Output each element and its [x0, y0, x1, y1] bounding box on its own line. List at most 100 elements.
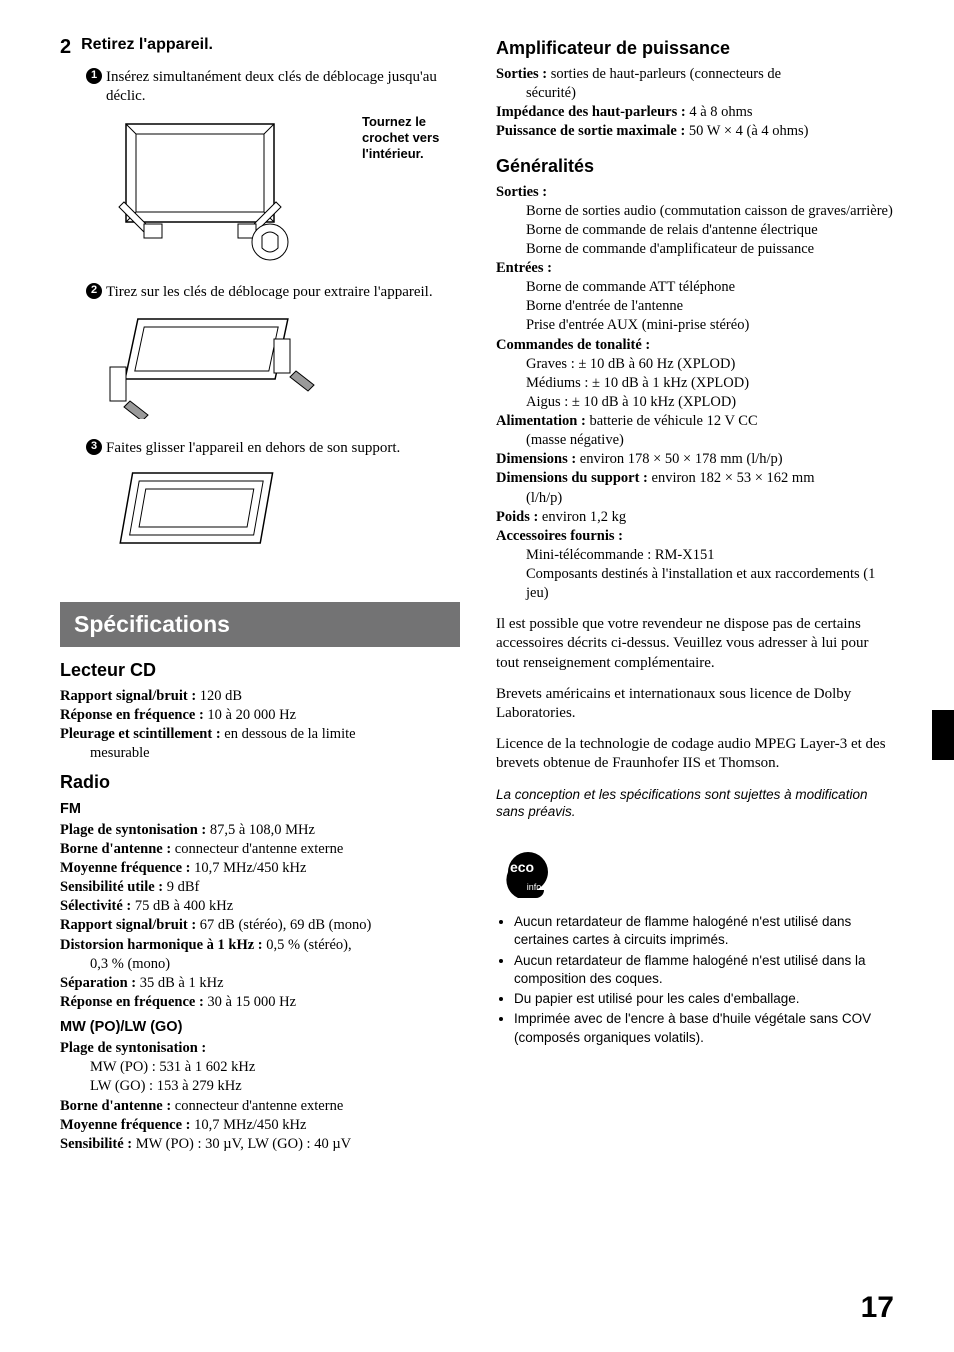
mw-tuning-label: Plage de syntonisation :: [60, 1040, 206, 1056]
gen-specs: Sorties : Borne de sorties audio (commut…: [496, 183, 894, 604]
substep-3: 3 Faites glisser l'appareil en dehors de…: [86, 439, 460, 458]
mp3-note: Licence de la technologie de codage audi…: [496, 735, 894, 773]
mw-specs: Plage de syntonisation : MW (PO) : 531 à…: [60, 1039, 460, 1154]
gen-dim-label: Dimensions :: [496, 451, 576, 467]
gen-acc1: Mini-télécommande : RM-X151: [496, 546, 894, 565]
cd-snr-label: Rapport signal/bruit :: [60, 688, 196, 704]
gen-psu: batterie de véhicule 12 V CC: [586, 413, 758, 429]
amp-pow-label: Puissance de sortie maximale :: [496, 123, 685, 139]
cd-wow2: mesurable: [60, 744, 460, 763]
eco-item-3: Du papier est utilisé pour les cales d'e…: [514, 990, 894, 1008]
cd-snr: 120 dB: [196, 688, 242, 704]
fm-snr: 67 dB (stéréo), 69 dB (mono): [196, 917, 371, 933]
gen-mdim-label: Dimensions du support :: [496, 470, 648, 486]
step-number: 2: [60, 35, 71, 60]
cd-specs: Rapport signal/bruit : 120 dB Réponse en…: [60, 687, 460, 764]
amp-out-label: Sorties :: [496, 66, 547, 82]
fm-if-label: Moyenne fréquence :: [60, 860, 190, 876]
eco-info-icon: eco info: [496, 846, 558, 898]
amp-specs: Sorties : sorties de haut-parleurs (conn…: [496, 65, 894, 142]
gen-in1: Borne de commande ATT téléphone: [496, 278, 894, 297]
substep-2: 2 Tirez sur les clés de déblocage pour e…: [86, 283, 460, 302]
mw-tuning-mw: MW (PO) : 531 à 1 602 kHz: [60, 1058, 460, 1077]
gen-out1: Borne de sorties audio (commutation cais…: [496, 202, 894, 221]
fm-sel: 75 dB à 400 kHz: [131, 898, 233, 914]
gen-title: Généralités: [496, 155, 894, 178]
gen-tone3: Aigus : ± 10 dB à 10 kHz (XPLOD): [496, 393, 894, 412]
figure-2: [100, 309, 460, 424]
cd-wow-label: Pleurage et scintillement :: [60, 726, 221, 742]
substep-3-text: Faites glisser l'appareil en dehors de s…: [106, 439, 400, 458]
figure-2-svg: [100, 309, 320, 419]
gen-weight: environ 1,2 kg: [538, 509, 626, 525]
substep-3-badge: 3: [86, 439, 102, 455]
cd-freq: 10 à 20 000 Hz: [204, 707, 296, 723]
eco-item-4: Imprimée avec de l'encre à base d'huile …: [514, 1010, 894, 1046]
cd-title: Lecteur CD: [60, 659, 460, 682]
svg-text:info: info: [527, 882, 542, 892]
cd-freq-label: Réponse en fréquence :: [60, 707, 204, 723]
mw-ant: connecteur d'antenne externe: [171, 1098, 343, 1114]
fm-if: 10,7 MHz/450 kHz: [190, 860, 306, 876]
step-title: Retirez l'appareil.: [81, 35, 213, 55]
fm-sens: 9 dBf: [163, 879, 199, 895]
amp-title: Amplificateur de puissance: [496, 37, 894, 60]
eco-list: Aucun retardateur de flamme halogéné n'e…: [496, 913, 894, 1047]
fm-fr: 30 à 15 000 Hz: [204, 994, 296, 1010]
mw-ant-label: Borne d'antenne :: [60, 1098, 171, 1114]
fm-snr-label: Rapport signal/bruit :: [60, 917, 196, 933]
gen-weight-label: Poids :: [496, 509, 538, 525]
dolby-note: Brevets américains et internationaux sou…: [496, 685, 894, 723]
svg-text:eco: eco: [510, 859, 534, 875]
fm-ant-label: Borne d'antenne :: [60, 841, 171, 857]
fm-thd-label: Distorsion harmonique à 1 kHz :: [60, 937, 263, 953]
right-column: Amplificateur de puissance Sorties : sor…: [496, 35, 894, 1154]
amp-pow: 50 W × 4 (à 4 ohms): [685, 123, 808, 139]
figure-1-svg: [100, 114, 310, 264]
left-column: 2 Retirez l'appareil. 1 Insérez simultan…: [60, 35, 460, 1154]
substep-1: 1 Insérez simultanément deux clés de déb…: [86, 68, 460, 106]
mw-if-label: Moyenne fréquence :: [60, 1117, 190, 1133]
gen-psu2: (masse négative): [496, 431, 894, 450]
gen-tone2: Médiums : ± 10 dB à 1 kHz (XPLOD): [496, 374, 894, 393]
step-heading: 2 Retirez l'appareil.: [60, 35, 460, 60]
gen-acc2: Composants destinés à l'installation et …: [496, 565, 894, 603]
gen-psu-label: Alimentation :: [496, 413, 586, 429]
radio-title: Radio: [60, 771, 460, 794]
gen-in-label: Entrées :: [496, 260, 552, 276]
fm-tuning: 87,5 à 108,0 MHz: [206, 822, 315, 838]
gen-tone1: Graves : ± 10 dB à 60 Hz (XPLOD): [496, 355, 894, 374]
figure-1: Tournez le crochet vers l'intérieur.: [100, 114, 460, 269]
figure-3-svg: [100, 465, 300, 575]
fm-ant: connecteur d'antenne externe: [171, 841, 343, 857]
fm-thd2: 0,3 % (mono): [60, 955, 460, 974]
fm-sep: 35 dB à 1 kHz: [136, 975, 223, 991]
mw-title: MW (PO)/LW (GO): [60, 1018, 460, 1036]
gen-dim: environ 178 × 50 × 178 mm (l/h/p): [576, 451, 782, 467]
gen-mdim2: (l/h/p): [496, 489, 894, 508]
fm-title: FM: [60, 800, 460, 818]
fm-sens-label: Sensibilité utile :: [60, 879, 163, 895]
cd-wow: en dessous de la limite: [221, 726, 356, 742]
amp-out2: sécurité): [496, 84, 894, 103]
gen-out-label: Sorties :: [496, 184, 547, 200]
gen-mdim: environ 182 × 53 × 162 mm: [648, 470, 815, 486]
amp-out: sorties de haut-parleurs (connecteurs de: [547, 66, 781, 82]
eco-item-1: Aucun retardateur de flamme halogéné n'e…: [514, 913, 894, 949]
figure-1-caption: Tournez le crochet vers l'intérieur.: [362, 114, 462, 163]
gen-out2: Borne de commande de relais d'antenne él…: [496, 221, 894, 240]
substep-2-text: Tirez sur les clés de déblocage pour ext…: [106, 283, 433, 302]
gen-in3: Prise d'entrée AUX (mini-prise stéréo): [496, 316, 894, 335]
specs-banner: Spécifications: [60, 602, 460, 647]
fm-specs: Plage de syntonisation : 87,5 à 108,0 MH…: [60, 821, 460, 1012]
gen-out3: Borne de commande d'amplificateur de pui…: [496, 240, 894, 259]
fm-sel-label: Sélectivité :: [60, 898, 131, 914]
mw-tuning-lw: LW (GO) : 153 à 279 kHz: [60, 1077, 460, 1096]
figure-3: [100, 465, 460, 580]
mw-if: 10,7 MHz/450 kHz: [190, 1117, 306, 1133]
fm-tuning-label: Plage de syntonisation :: [60, 822, 206, 838]
substep-1-text: Insérez simultanément deux clés de déblo…: [106, 68, 460, 106]
availability-note: Il est possible que votre revendeur ne d…: [496, 615, 894, 673]
amp-imp: 4 à 8 ohms: [686, 104, 753, 120]
substep-2-badge: 2: [86, 283, 102, 299]
